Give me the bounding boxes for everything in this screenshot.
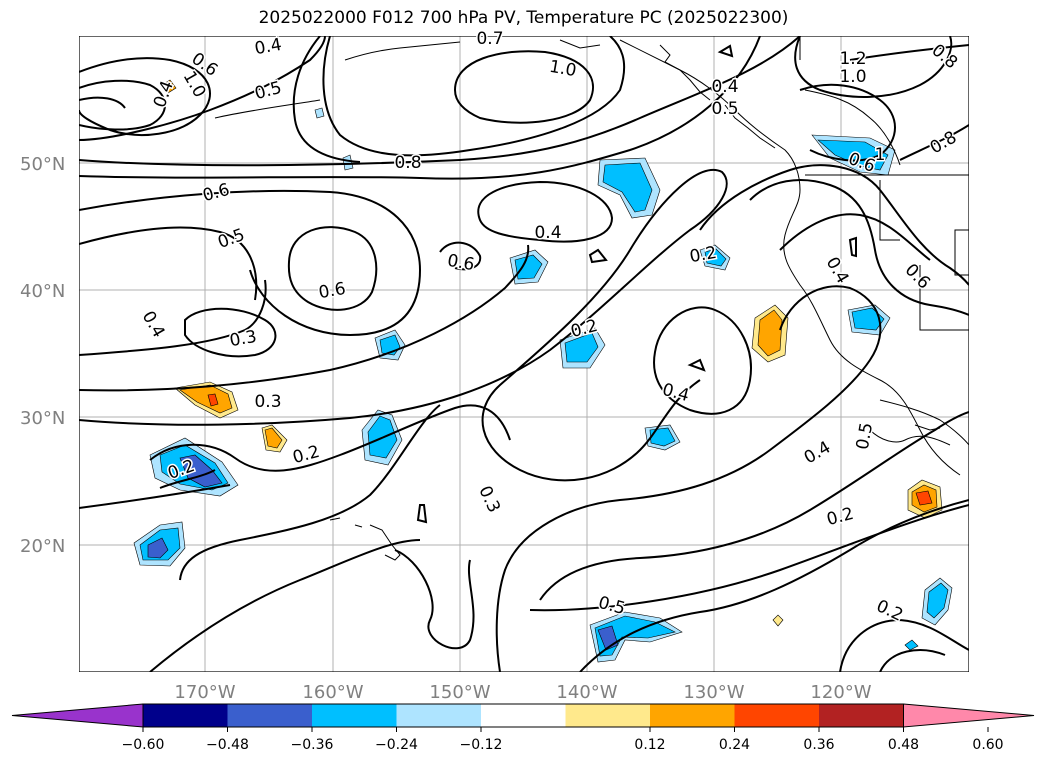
lon-label: 170°W bbox=[174, 682, 235, 703]
colorbar-tick-label: 0.24 bbox=[719, 737, 750, 753]
cold-patch bbox=[704, 248, 727, 267]
colorbar-tick-label: −0.24 bbox=[375, 737, 418, 753]
colorbar-tick-label: −0.60 bbox=[122, 737, 165, 753]
colorbar-frame bbox=[142, 703, 904, 728]
contour-label: 1.0 bbox=[548, 57, 578, 81]
cold-patch bbox=[817, 139, 889, 171]
contour-label: 1.0 bbox=[839, 67, 866, 87]
cold-patch bbox=[649, 427, 676, 447]
warm-patch bbox=[161, 79, 177, 94]
colorbar-ticks: −0.60 −0.48 −0.36 −0.24 −0.12 0.12 0.24 0.36 0.4… bbox=[122, 727, 1004, 753]
colorbar-extend-min bbox=[11, 703, 144, 728]
cold-patch bbox=[904, 639, 919, 651]
cold-patch bbox=[342, 154, 354, 171]
colorbar-tick-label: −0.48 bbox=[206, 737, 249, 753]
contour-label: 0.3 bbox=[254, 392, 281, 412]
contour-label: 1.2 bbox=[839, 49, 866, 69]
gridlines bbox=[79, 36, 969, 672]
colorbar-segment bbox=[734, 704, 820, 727]
contour-label: 0.4 bbox=[711, 77, 738, 97]
contour-label: 0.4 bbox=[534, 223, 561, 243]
cold-patch bbox=[926, 582, 949, 619]
cold-patch bbox=[564, 332, 599, 363]
colorbar-segment bbox=[143, 704, 228, 727]
lon-label: 150°W bbox=[429, 682, 490, 703]
lat-label: 40°N bbox=[20, 281, 65, 302]
colorbar-segment bbox=[312, 704, 397, 727]
cold-patch bbox=[314, 107, 325, 119]
warm-patch bbox=[915, 490, 933, 506]
colorbar-segment bbox=[650, 704, 735, 727]
axis-labels: 50°N 40°N 30°N 20°N 170°W 160°W 150°W 14… bbox=[20, 154, 872, 703]
cold-patch bbox=[147, 537, 169, 559]
colorbar-segment bbox=[565, 704, 651, 727]
lon-label: 120°W bbox=[810, 682, 871, 703]
pv-contours bbox=[79, 36, 969, 672]
colorbar-segment bbox=[819, 704, 904, 727]
lon-label: 130°W bbox=[683, 682, 744, 703]
coastlines bbox=[214, 36, 969, 561]
map-panel bbox=[79, 36, 969, 672]
colorbar-segment bbox=[227, 704, 313, 727]
contour-label: 0.7 bbox=[476, 29, 503, 49]
colorbar-tick-label: −0.36 bbox=[291, 737, 334, 753]
map-title: 2025022000 F012 700 hPa PV, Temperature … bbox=[258, 8, 789, 28]
colorbar-tick-label: 0.48 bbox=[888, 737, 919, 753]
contour-label: 1 bbox=[875, 145, 886, 165]
warm-patch bbox=[772, 614, 784, 627]
contour-label: 0.5 bbox=[711, 99, 738, 119]
lon-label: 160°W bbox=[302, 682, 363, 703]
lon-label: 140°W bbox=[556, 682, 617, 703]
lat-label: 50°N bbox=[20, 154, 65, 175]
contour-label: 0.3 bbox=[228, 327, 258, 351]
contour-label: 0.5 bbox=[853, 421, 877, 451]
warm-patch bbox=[207, 393, 219, 407]
contour-label: 0.6 bbox=[446, 251, 476, 275]
colorbar-segment bbox=[481, 704, 566, 727]
temperature-shading bbox=[133, 79, 953, 663]
lat-label: 20°N bbox=[20, 536, 65, 557]
warm-patch bbox=[757, 309, 783, 357]
contour-label: 0.2 bbox=[688, 243, 718, 267]
colorbar-segments bbox=[11, 703, 1035, 728]
colorbar-segment bbox=[396, 704, 482, 727]
warm-patch bbox=[179, 384, 233, 414]
cold-patch bbox=[514, 254, 543, 280]
contour-label: 0.8 bbox=[394, 153, 421, 173]
warm-patch bbox=[264, 427, 283, 449]
colorbar-tick-label: 0.60 bbox=[972, 737, 1003, 753]
colorbar: −0.60 −0.48 −0.36 −0.24 −0.12 0.12 0.24 0.36 0.4… bbox=[11, 703, 1035, 753]
colorbar-extend-max bbox=[903, 703, 1035, 728]
colorbar-tick-label: −0.12 bbox=[460, 737, 503, 753]
lat-label: 30°N bbox=[20, 408, 65, 429]
colorbar-tick-label: 0.12 bbox=[634, 737, 665, 753]
cold-patch bbox=[602, 162, 653, 213]
colorbar-tick-label: 0.36 bbox=[803, 737, 834, 753]
